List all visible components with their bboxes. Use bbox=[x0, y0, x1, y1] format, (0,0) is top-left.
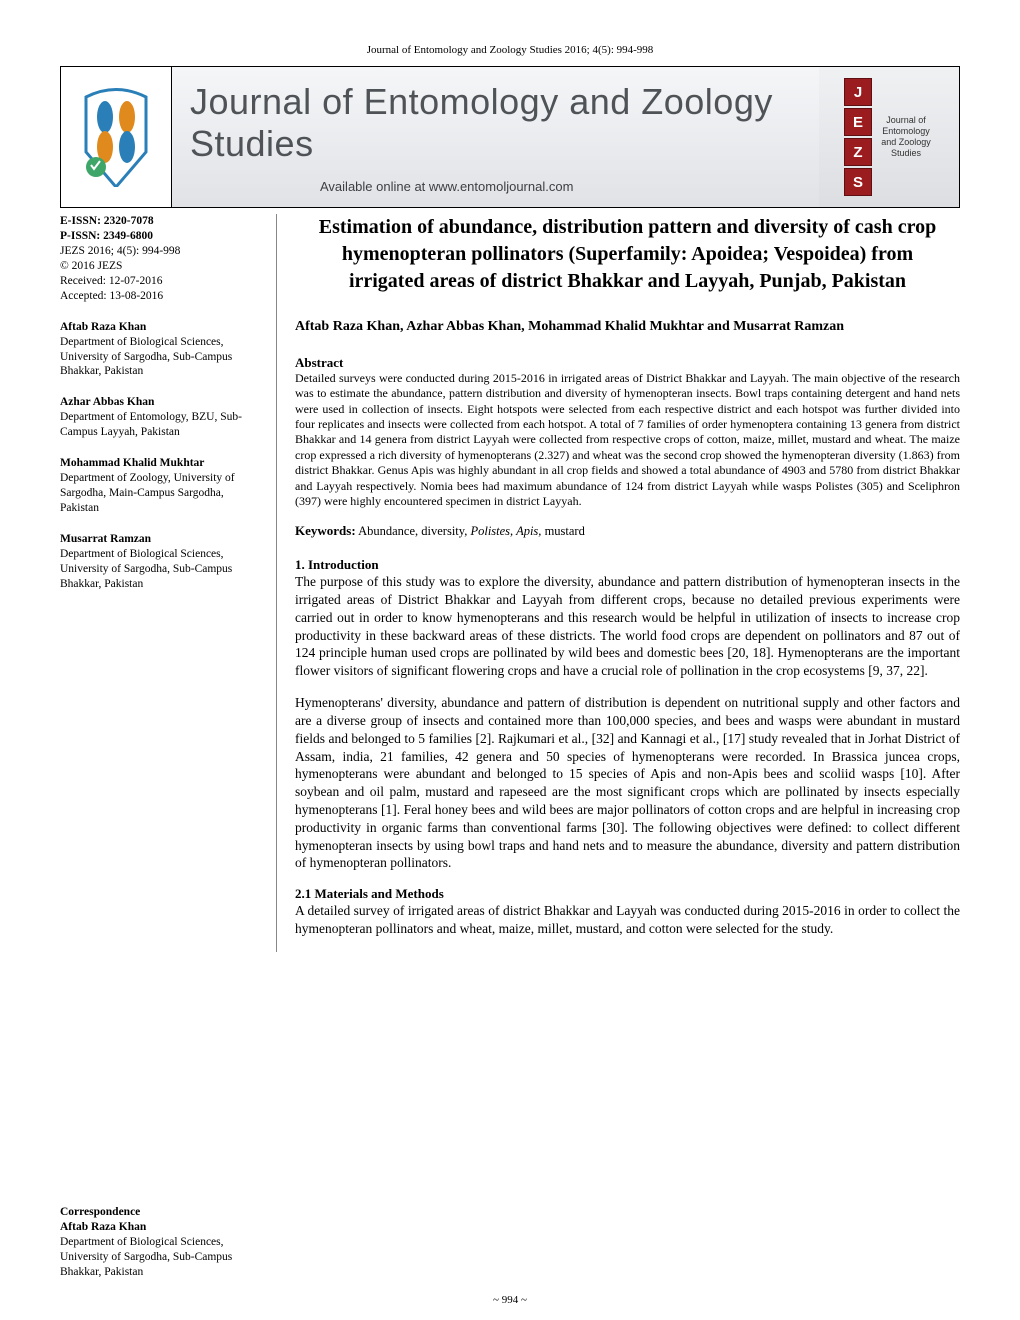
article-title: Estimation of abundance, distribution pa… bbox=[311, 214, 944, 295]
methods-heading: 2.1 Materials and Methods bbox=[295, 886, 960, 902]
intro-heading: 1. Introduction bbox=[295, 557, 960, 573]
keywords-plain: Abundance, diversity, bbox=[358, 524, 470, 538]
accepted-date: Accepted: 13-08-2016 bbox=[60, 289, 260, 304]
author-name: Mohammad Khalid Mukhtar bbox=[60, 456, 260, 471]
jezs-badge: J E Z S Journal of Entomology and Zoolog… bbox=[819, 67, 959, 207]
abstract-heading: Abstract bbox=[295, 355, 960, 371]
sidebar-author-2: Azhar Abbas Khan Department of Entomolog… bbox=[60, 395, 260, 440]
correspondence-heading: Correspondence bbox=[60, 1205, 260, 1220]
keywords-line: Keywords: Abundance, diversity, Polistes… bbox=[295, 523, 960, 539]
author-affil: Department of Biological Sciences, Unive… bbox=[60, 335, 260, 380]
correspondence-block: Correspondence Aftab Raza Khan Departmen… bbox=[60, 1205, 260, 1280]
jezs-tiles: J E Z S bbox=[844, 78, 872, 196]
page: Journal of Entomology and Zoology Studie… bbox=[0, 0, 1020, 1320]
correspondence-affil: Department of Biological Sciences, Unive… bbox=[60, 1235, 260, 1280]
keywords-label: Keywords: bbox=[295, 523, 356, 538]
authors-line: Aftab Raza Khan, Azhar Abbas Khan, Moham… bbox=[295, 319, 960, 335]
intro-p1: The purpose of this study was to explore… bbox=[295, 573, 960, 680]
sidebar-author-4: Musarrat Ramzan Department of Biological… bbox=[60, 532, 260, 592]
keywords-tail: mustard bbox=[541, 524, 584, 538]
journal-title: Journal of Entomology and Zoology Studie… bbox=[190, 81, 819, 165]
citation-line: JEZS 2016; 4(5): 994-998 bbox=[60, 244, 260, 259]
received-date: Received: 12-07-2016 bbox=[60, 274, 260, 289]
p-issn: P-ISSN: 2349-6800 bbox=[60, 229, 260, 244]
issn-block: E-ISSN: 2320-7078 P-ISSN: 2349-6800 JEZS… bbox=[60, 214, 260, 304]
author-name: Musarrat Ramzan bbox=[60, 532, 260, 547]
author-affil: Department of Biological Sciences, Unive… bbox=[60, 547, 260, 592]
author-affil: Department of Zoology, University of Sar… bbox=[60, 471, 260, 516]
e-issn: E-ISSN: 2320-7078 bbox=[60, 214, 260, 229]
jezs-tile-e: E bbox=[844, 108, 872, 136]
sidebar-author-3: Mohammad Khalid Mukhtar Department of Zo… bbox=[60, 456, 260, 516]
logo-icon bbox=[71, 87, 161, 187]
methods-p1: A detailed survey of irrigated areas of … bbox=[295, 902, 960, 938]
sidebar: E-ISSN: 2320-7078 P-ISSN: 2349-6800 JEZS… bbox=[60, 214, 276, 952]
jezs-tile-j: J bbox=[844, 78, 872, 106]
running-header: Journal of Entomology and Zoology Studie… bbox=[60, 44, 960, 56]
journal-url: Available online at www.entomoljournal.c… bbox=[190, 179, 819, 194]
content-columns: E-ISSN: 2320-7078 P-ISSN: 2349-6800 JEZS… bbox=[60, 214, 960, 952]
jezs-tile-s: S bbox=[844, 168, 872, 196]
page-number: ~ 994 ~ bbox=[0, 1294, 1020, 1306]
correspondence-name: Aftab Raza Khan bbox=[60, 1220, 260, 1235]
copyright-line: © 2016 JEZS bbox=[60, 259, 260, 274]
journal-logo bbox=[61, 67, 172, 207]
main-column: Estimation of abundance, distribution pa… bbox=[276, 214, 960, 952]
jezs-badge-text: Journal of Entomology and Zoology Studie… bbox=[878, 115, 934, 158]
author-name: Aftab Raza Khan bbox=[60, 320, 260, 335]
author-affil: Department of Entomology, BZU, Sub-Campu… bbox=[60, 410, 260, 440]
intro-p2: Hymenopterans' diversity, abundance and … bbox=[295, 694, 960, 872]
author-name: Azhar Abbas Khan bbox=[60, 395, 260, 410]
jezs-tile-z: Z bbox=[844, 138, 872, 166]
abstract-body: Detailed surveys were conducted during 2… bbox=[295, 371, 960, 509]
sidebar-author-1: Aftab Raza Khan Department of Biological… bbox=[60, 320, 260, 380]
keywords-italic: Polistes, Apis, bbox=[470, 524, 541, 538]
banner-main: Journal of Entomology and Zoology Studie… bbox=[172, 67, 819, 207]
journal-banner: Journal of Entomology and Zoology Studie… bbox=[60, 66, 960, 208]
